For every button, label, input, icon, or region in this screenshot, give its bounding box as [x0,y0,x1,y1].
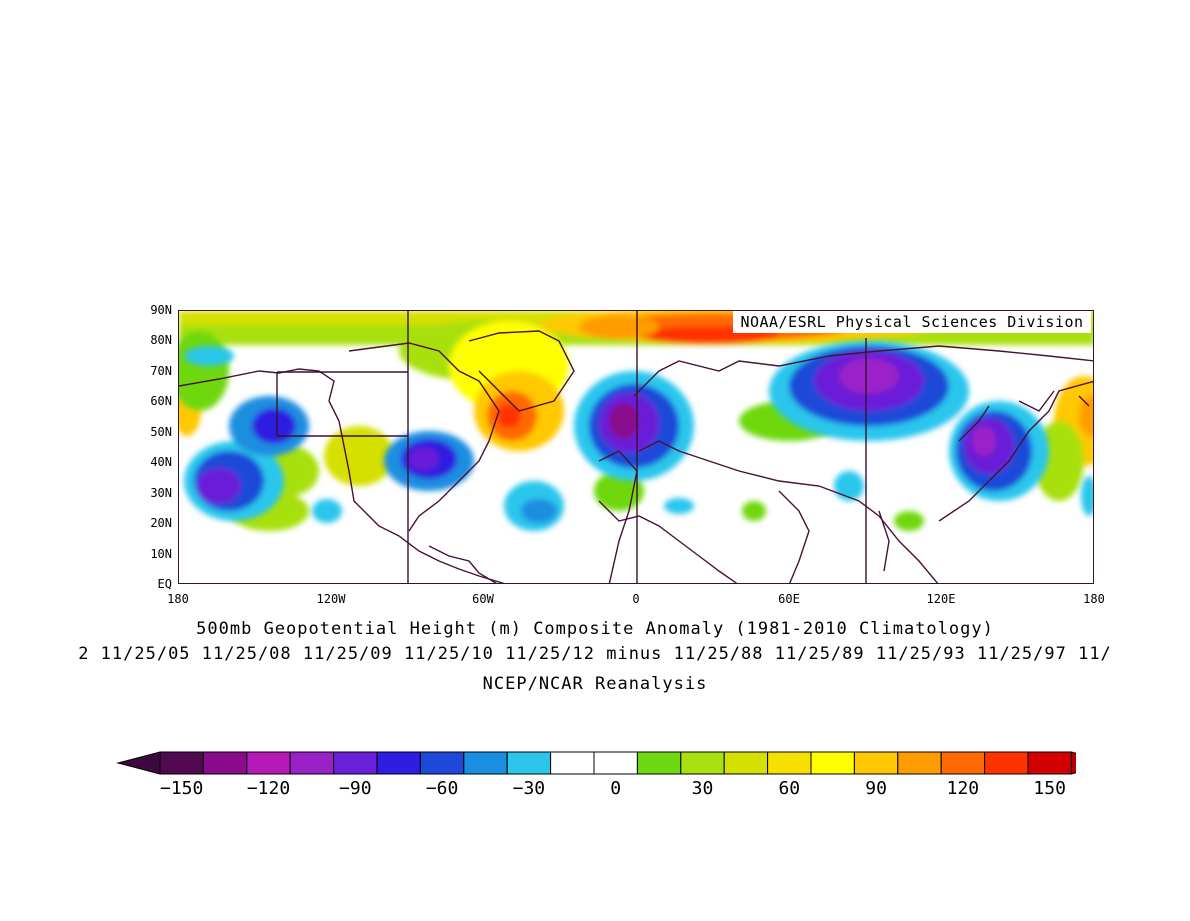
region-boxes [276,311,867,583]
lat-label: 80N [150,333,172,347]
colorbar-swatch [333,751,378,775]
colorbar-low-arrow [116,751,161,775]
lon-label: 120W [316,592,346,606]
colorbar [116,751,1076,775]
colorbar-tick-label: 150 [1033,778,1066,799]
colorbar-swatch [202,751,248,775]
colorbar-tick-label: 120 [946,778,980,799]
anomaly-map [178,310,1094,584]
colorbar-swatch [767,751,812,775]
colorbar-swatch [940,751,986,775]
colorbar-tick-label: −90 [339,778,372,799]
colorbar-swatch [419,751,465,775]
colorbar-swatch [550,751,595,775]
colorbar-swatch [853,751,899,775]
colorbar-swatch [810,751,855,775]
colorbar-swatch [593,751,638,775]
lon-label: 60E [778,592,800,606]
colorbar-swatch [246,751,291,775]
map-title: 500mb Geopotential Height (m) Composite … [196,619,994,639]
colorbar-swatch [159,751,204,775]
colorbar-tick-label: 30 [691,778,714,799]
lat-label: 50N [150,425,172,439]
anomaly-map-svg [179,311,1093,583]
colorbar-swatch [636,751,682,775]
colorbar-swatch [897,751,942,775]
colorbar-swatch [723,751,769,775]
colorbar-swatch [506,751,552,775]
lat-label: 20N [150,516,172,530]
lon-label: 180 [167,592,189,606]
date-list: 2 11/25/05 11/25/08 11/25/09 11/25/10 11… [78,644,1112,664]
colorbar-tick-label: 0 [610,778,622,799]
lon-label: 60W [472,592,494,606]
colorbar-swatch [463,751,508,775]
colorbar-tick-label: −60 [425,778,459,799]
lon-label: 0 [632,592,640,606]
colorbar-tick-label: −150 [160,778,204,799]
lat-label: 90N [150,303,172,317]
data-source: NCEP/NCAR Reanalysis [482,674,708,694]
colorbar-tick-label: −30 [512,778,546,799]
colorbar-tick-label: −120 [246,778,291,799]
lat-label: 40N [150,455,172,469]
colorbar-swatch [984,751,1029,775]
lat-label: 70N [150,364,172,378]
lon-label: 120E [926,592,956,606]
lat-label: 60N [150,394,172,408]
colorbar-swatch [1027,751,1072,775]
lat-label: 10N [150,547,172,561]
credit-label: NOAA/ESRL Physical Sciences Division [733,311,1091,333]
colorbar-tick-label: 90 [865,778,887,799]
colorbar-swatch [376,751,421,775]
colorbar-swatch [680,751,725,775]
colorbar-swatch [289,751,335,775]
lat-label: 30N [150,486,172,500]
lon-label: 180 [1083,592,1105,606]
colorbar-tick-label: 60 [778,778,801,799]
coastlines [179,330,1093,583]
colorbar-high-arrow [1070,751,1076,775]
negative-anomaly-fields [184,341,1093,531]
lat-label: EQ [157,577,172,591]
